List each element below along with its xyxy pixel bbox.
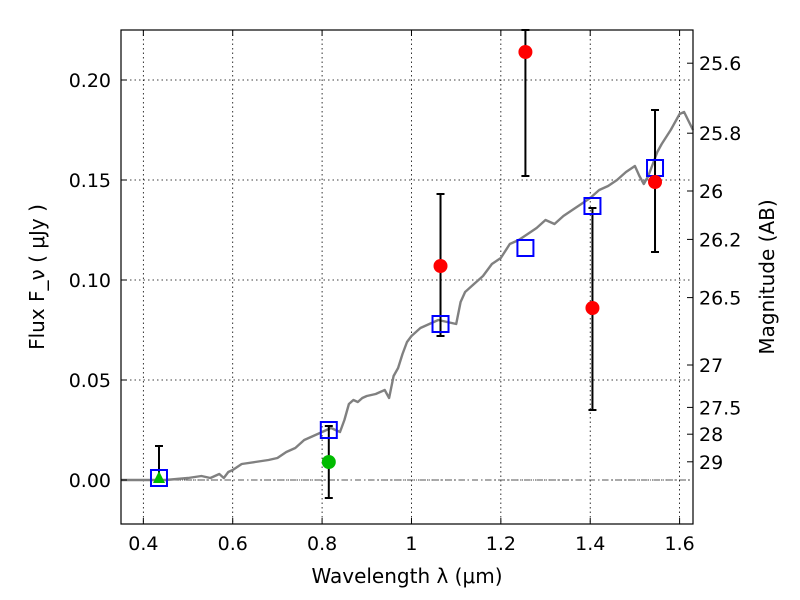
x-axis-label: Wavelength λ (μm) [311, 564, 502, 588]
magnitude-tick-label: 28 [699, 424, 723, 446]
model-flux-square [431, 315, 450, 333]
y-tick-label: 0.15 [69, 170, 111, 192]
observed-flux-point [433, 259, 448, 273]
model-spectrum-line [121, 110, 695, 482]
model-flux-square [319, 421, 338, 439]
observed-flux-point [518, 45, 533, 59]
magnitude-tick-label: 26 [699, 181, 723, 203]
model-flux-square [516, 239, 535, 257]
gridlines [121, 30, 693, 524]
x-tick-label: 1 [405, 533, 417, 555]
y-tick-label: 0.00 [69, 470, 111, 492]
x-tick-label: 0.8 [307, 533, 337, 555]
upper-limit-triangle [152, 471, 165, 483]
magnitude-tick-label: 29 [699, 452, 723, 474]
magnitude-tick-label: 25.8 [699, 123, 741, 145]
plot-frame [120, 29, 694, 525]
observed-flux-point [321, 455, 336, 469]
observed-flux-point [648, 175, 663, 189]
y-tick-label: 0.05 [69, 370, 111, 392]
plot-marks [121, 29, 695, 499]
y-axis-right-label: Magnitude (AB) [755, 199, 779, 354]
magnitude-tick-label: 26.2 [699, 229, 741, 251]
magnitude-tick-label: 27.5 [699, 397, 741, 419]
model-flux-square [583, 197, 602, 215]
magnitude-tick-label: 27 [699, 355, 723, 377]
y-axis-left-label: Flux F_ν ( μJy ) [25, 204, 49, 350]
observed-flux-point [585, 301, 600, 315]
x-tick-label: 1.4 [575, 533, 605, 555]
magnitude-tick-label: 25.6 [699, 53, 741, 75]
axis-ticks: 0.4 0.6 0.8 1 1.2 1.4 1.6 0.00 0.05 0.10 0.15 0.20 2… [69, 30, 741, 555]
y-tick-label: 0.10 [69, 270, 111, 292]
x-tick-label: 0.6 [218, 533, 248, 555]
x-tick-label: 1.6 [664, 533, 694, 555]
model-flux-square [149, 469, 168, 487]
x-tick-label: 0.4 [128, 533, 158, 555]
magnitude-tick-label: 26.5 [699, 288, 741, 310]
y-tick-label: 0.20 [69, 70, 111, 92]
x-tick-label: 1.2 [486, 533, 516, 555]
